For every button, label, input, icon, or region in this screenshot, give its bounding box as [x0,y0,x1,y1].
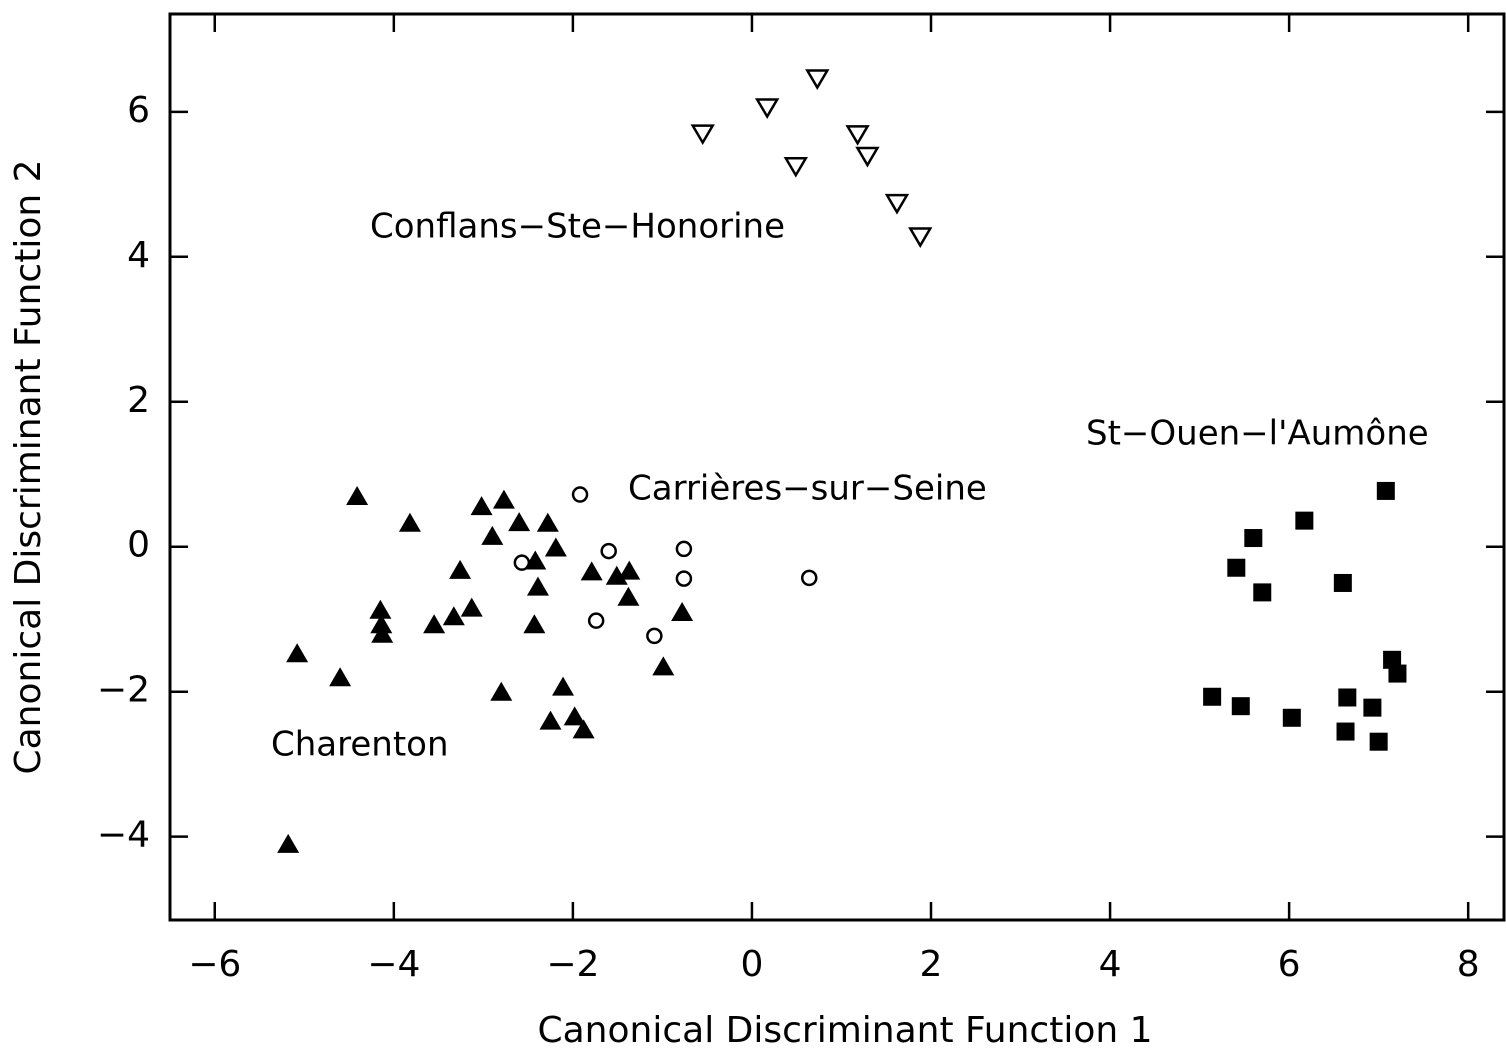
point [855,146,880,168]
x-tick-label: 4 [1099,944,1122,985]
point [1231,697,1250,716]
point [1227,558,1246,577]
point [370,614,393,634]
x-tick-label: −6 [188,944,241,985]
point [563,706,586,726]
point [1244,529,1263,548]
point [1383,650,1402,669]
point [1253,583,1272,602]
point [1369,732,1388,751]
point [449,559,472,579]
point [571,486,589,503]
x-tick-label: 2 [920,944,943,985]
point [908,227,933,248]
point [754,98,780,119]
point [508,512,531,532]
x-tick-label: −2 [546,944,599,985]
point [286,643,309,663]
point [442,606,465,626]
y-axis-title: Canonical Discriminant Function 2 [8,159,49,774]
group-label: Carrières−sur−Seine [628,469,987,509]
group-label: St−Ouen−l'Aumône [1086,414,1429,454]
x-axis-title: Canonical Discriminant Function 1 [537,1010,1152,1051]
point [1282,708,1301,727]
point [492,489,515,509]
point [371,623,394,643]
group-label: Conflans−Ste−Honorine [370,207,785,247]
point [481,525,504,545]
point [277,833,300,853]
point [524,550,547,570]
point [369,599,392,619]
point [523,614,546,634]
point [652,656,675,676]
point [539,710,562,730]
y-tick-label: 0 [127,525,150,566]
point [675,540,693,558]
point [526,576,549,596]
plot-frame [168,12,1506,922]
y-tick-label: −2 [97,670,150,711]
point [580,561,603,581]
point [544,537,567,557]
x-tick-label: 6 [1278,944,1301,985]
point [671,601,694,621]
point [329,667,352,687]
x-tick-label: 8 [1457,944,1480,985]
point [884,193,910,215]
point [552,676,575,696]
group-label: Charenton [271,725,449,765]
point [800,569,818,587]
x-tick-label: −4 [367,944,420,985]
point [1388,664,1407,683]
point [600,542,617,560]
point [470,496,493,516]
point [460,597,483,617]
point [783,156,809,178]
point [1376,481,1395,500]
y-tick-label: 2 [127,380,150,421]
point [1363,698,1382,717]
point [617,586,640,606]
point [1336,722,1355,741]
point [346,485,369,505]
point [618,560,641,580]
y-tick-label: 6 [127,90,150,131]
point [646,627,663,645]
point [690,124,715,146]
point [490,681,513,701]
y-tick-label: −4 [97,815,150,856]
point [572,719,595,739]
point [587,612,605,629]
point [805,69,830,90]
point [1203,687,1222,706]
point [423,614,446,634]
point [605,565,628,585]
point [675,570,693,587]
x-tick-label: 0 [740,944,763,985]
y-tick-label: 4 [127,235,150,276]
point [845,125,870,146]
point [1338,688,1357,707]
point [536,512,559,532]
point [398,512,421,532]
point [1333,573,1352,592]
point [1295,511,1314,530]
